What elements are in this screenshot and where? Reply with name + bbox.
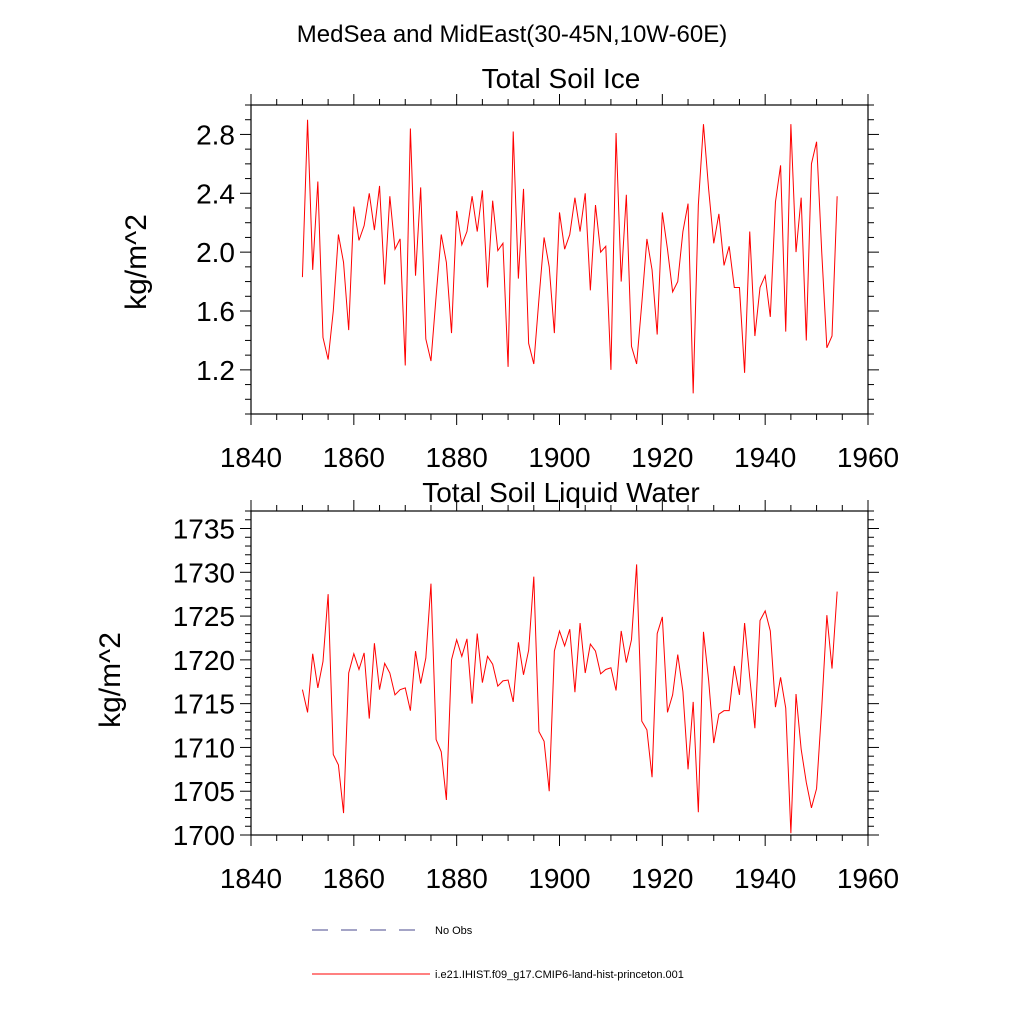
x-tick-label: 1920	[631, 863, 693, 894]
chart-2-series	[301, 564, 838, 834]
chart-1-title: Total Soil Ice	[482, 63, 641, 94]
y-tick-label: 1.2	[196, 355, 235, 386]
chart-panel-1: Total Soil Ice kg/m^2 1840 1860 1880 1900 19…	[120, 63, 899, 473]
y-tick-label: 2.4	[196, 178, 235, 209]
series-line	[301, 119, 838, 394]
chart-2-y-ticks: 1700 1705 1710 1715 1720 1725 1730 1735	[173, 510, 879, 851]
chart-1-y-ticks: 1.2 1.6 2.0 2.4 2.8	[196, 104, 879, 415]
y-tick-label: 2.0	[196, 237, 235, 268]
chart-2-y-axis-label: kg/m^2	[94, 632, 127, 728]
y-tick-label: 1725	[173, 601, 235, 632]
legend-label-model-run: i.e21.IHIST.f09_g17.CMIP6-land-hist-prin…	[435, 969, 684, 981]
x-tick-label: 1860	[323, 442, 385, 473]
chart-1-x-ticks: 1840 1860 1880 1900 1920 1940 1960	[220, 94, 899, 473]
chart-1-series	[301, 119, 838, 394]
y-tick-label: 1715	[173, 689, 235, 720]
legend: No Obs i.e21.IHIST.f09_g17.CMIP6-land-hi…	[312, 925, 684, 981]
x-tick-label: 1920	[631, 442, 693, 473]
y-tick-label: 1705	[173, 776, 235, 807]
x-tick-label: 1960	[837, 442, 899, 473]
x-tick-label: 1880	[426, 442, 488, 473]
y-tick-label: 1735	[173, 514, 235, 545]
x-tick-label: 1960	[837, 863, 899, 894]
legend-label-no-obs: No Obs	[435, 925, 473, 937]
x-tick-label: 1880	[426, 863, 488, 894]
x-tick-label: 1940	[734, 863, 796, 894]
y-tick-label: 1720	[173, 645, 235, 676]
x-tick-label: 1900	[528, 442, 590, 473]
y-tick-label: 1730	[173, 557, 235, 588]
x-tick-label: 1840	[220, 863, 282, 894]
y-tick-label: 2.8	[196, 119, 235, 150]
chart-2-x-ticks: 1840 1860 1880 1900 1920 1940 1960	[220, 500, 899, 894]
chart-2-title: Total Soil Liquid Water	[422, 477, 700, 508]
chart-1-y-axis-label: kg/m^2	[120, 214, 153, 310]
page-title: MedSea and MidEast(30-45N,10W-60E)	[297, 21, 727, 48]
y-tick-label: 1710	[173, 732, 235, 763]
x-tick-label: 1840	[220, 442, 282, 473]
x-tick-label: 1900	[528, 863, 590, 894]
chart-panel-2: Total Soil Liquid Water kg/m^2 1840 1860 1…	[94, 477, 899, 894]
series-line	[301, 564, 838, 834]
y-tick-label: 1.6	[196, 296, 235, 327]
y-tick-label: 1700	[173, 820, 235, 851]
x-tick-label: 1860	[323, 863, 385, 894]
x-tick-label: 1940	[734, 442, 796, 473]
